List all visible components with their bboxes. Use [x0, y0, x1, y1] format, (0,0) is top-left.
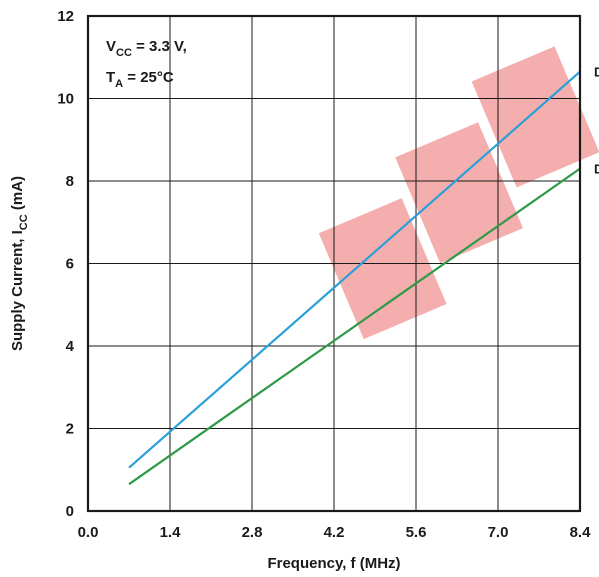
y-axis-title-main: Supply Current, I — [9, 230, 26, 351]
x-tick-label: 4.2 — [324, 524, 345, 541]
annotation-ta-main: T — [106, 69, 115, 86]
x-tick-labels: 0.0 1.4 2.8 4.2 5.6 7.0 8.4 — [78, 524, 592, 541]
x-tick-label: 8.4 — [570, 524, 592, 541]
annotation-ta-sub: A — [115, 78, 123, 90]
x-tick-label: 1.4 — [160, 524, 182, 541]
y-tick-label: 8 — [66, 173, 74, 190]
annotation-vcc-main: V — [106, 38, 116, 55]
x-axis-title: Frequency, f (MHz) — [267, 555, 400, 572]
x-tick-label: 7.0 — [488, 524, 509, 541]
y-tick-labels: 0 2 4 6 8 10 12 — [57, 8, 74, 520]
annotation-vcc-rest: = 3.3 V, — [132, 38, 187, 55]
x-tick-label: 2.8 — [242, 524, 263, 541]
y-axis-title-unit: (mA) — [9, 176, 26, 214]
x-tick-label: 5.6 — [406, 524, 427, 541]
y-axis-title: Supply Current, ICC (mA) — [9, 176, 30, 351]
annotation-ta: TA = 25°C — [106, 69, 174, 90]
watermark-letter — [318, 198, 447, 340]
y-tick-label: 0 — [66, 503, 74, 520]
y-tick-label: 12 — [57, 8, 74, 25]
annotation-ta-rest: = 25°C — [123, 69, 174, 86]
plot-frame — [86, 14, 582, 513]
annotation-vcc: VCC = 3.3 V, — [106, 38, 187, 59]
x-tick-label: 0.0 — [78, 524, 99, 541]
y-tick-label: 6 — [66, 256, 74, 273]
y-tick-label: 4 — [66, 338, 75, 355]
series-label-1: D — [594, 162, 599, 177]
series-label-0: D — [594, 65, 599, 80]
watermark-letter — [395, 122, 524, 264]
series-line-1 — [128, 167, 581, 486]
series-line-0 — [128, 70, 581, 469]
y-tick-label: 10 — [57, 91, 74, 108]
y-axis-title-sub: CC — [18, 214, 30, 230]
series-lines — [128, 70, 581, 486]
series-labels: DD — [594, 65, 599, 177]
annotation-vcc-sub: CC — [116, 47, 132, 59]
y-tick-label: 2 — [66, 421, 74, 438]
